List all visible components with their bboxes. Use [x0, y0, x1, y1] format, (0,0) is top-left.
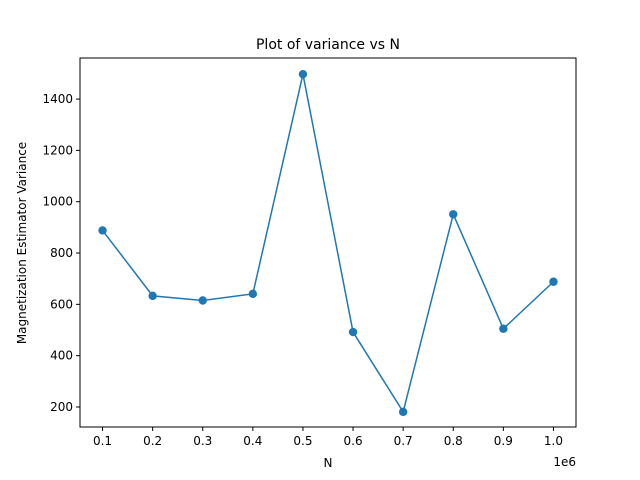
- data-point: [348, 327, 358, 337]
- data-point: [449, 210, 458, 219]
- y-tick-label: 800: [50, 246, 73, 260]
- x-axis-ticks: 0.1 0.2 0.3 0.4 0.5 0.6 0.7 0.8 0.9 1.0: [93, 427, 563, 448]
- x-tick-label: 0.1: [93, 434, 112, 448]
- y-axis-ticks: 200 400 600 800 1000 1200 1400: [42, 92, 80, 414]
- y-tick-label: 1000: [42, 195, 73, 209]
- y-axis-label: Magnetization Estimator Variance: [15, 142, 29, 344]
- y-tick-label: 1200: [42, 143, 73, 157]
- y-tick-label: 200: [50, 400, 73, 414]
- x-tick-label: 0.7: [394, 434, 413, 448]
- y-tick-label: 400: [50, 349, 73, 363]
- x-tick-label: 1.0: [544, 434, 563, 448]
- data-point: [198, 296, 207, 305]
- x-tick-label: 0.5: [293, 434, 312, 448]
- plot-frame: [79, 57, 577, 428]
- series-layer: [98, 69, 558, 417]
- x-tick-label: 0.8: [444, 434, 463, 448]
- y-tick-label: 1400: [42, 92, 73, 106]
- data-point: [398, 407, 408, 417]
- x-tick-label: 0.3: [193, 434, 212, 448]
- x-tick-label: 0.2: [143, 434, 162, 448]
- data-point: [248, 289, 258, 299]
- data-point: [98, 226, 107, 235]
- x-tick-label: 0.4: [243, 434, 262, 448]
- data-point: [298, 69, 308, 79]
- data-point: [499, 324, 508, 333]
- x-tick-label: 0.9: [494, 434, 513, 448]
- series-line: [101, 74, 554, 414]
- x-axis-label: N: [324, 456, 333, 470]
- data-point: [148, 291, 157, 301]
- x-tick-label: 0.6: [344, 434, 363, 448]
- x-axis-offset-label: 1e6: [553, 455, 576, 469]
- chart-title: Plot of variance vs N: [256, 37, 400, 53]
- y-tick-label: 600: [50, 297, 73, 311]
- data-point: [549, 277, 558, 286]
